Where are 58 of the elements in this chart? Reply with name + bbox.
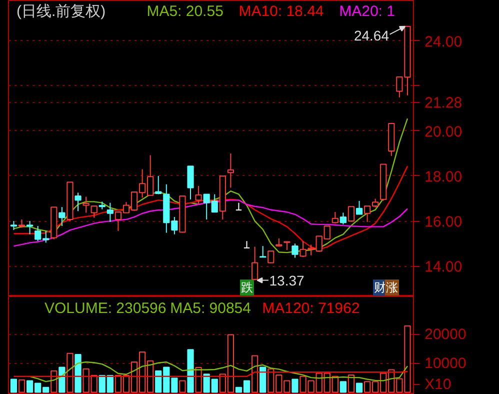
chart-title: (日线.前复权): [16, 3, 106, 20]
candlestick: [251, 246, 258, 281]
text: MA5: 90854: [170, 300, 251, 317]
candlestick: [58, 206, 66, 226]
candlestick: [356, 200, 363, 215]
candlestick: [227, 152, 234, 188]
line-series: [13, 165, 408, 250]
candlestick: [74, 192, 82, 212]
y-tick-label: 16.00: [424, 214, 462, 231]
candlestick: [195, 185, 202, 205]
candlestick: [348, 206, 355, 222]
bar: [10, 378, 18, 393]
bar: [348, 374, 355, 393]
y-tick-label: 21.28: [424, 94, 462, 112]
candlestick: [268, 250, 274, 264]
candlestick: [243, 240, 250, 248]
candlestick: [155, 175, 162, 195]
text: MA20: 1: [339, 3, 395, 20]
candlestick: [340, 212, 346, 225]
bar: [195, 366, 202, 393]
candlestick: [10, 220, 18, 231]
text: MA120: 71962: [262, 300, 360, 317]
bar: [251, 355, 258, 393]
candlestick: [106, 202, 114, 222]
bar: [340, 381, 346, 393]
bar: [58, 366, 66, 393]
annotation: 13.37: [269, 272, 305, 288]
bar: [356, 382, 363, 393]
annotation: 财: [374, 280, 386, 294]
candlestick: [260, 246, 266, 258]
annotation: 涨: [386, 280, 398, 294]
bar: [179, 380, 186, 393]
candlestick: [187, 166, 194, 200]
y-tick-label: 10000: [424, 354, 466, 372]
bar: [292, 378, 298, 393]
annotation: 24.64: [354, 27, 390, 44]
text: MA10: 18.44: [238, 3, 324, 20]
line-series: [29, 361, 408, 382]
bar: [260, 366, 266, 393]
bar: [187, 349, 194, 393]
candlestick: [26, 220, 34, 235]
y-tick-label: 24.00: [424, 33, 462, 50]
text: MA5: 20.55: [146, 3, 224, 20]
candlestick: [90, 205, 98, 218]
y-tick-label: 14.00: [424, 258, 462, 276]
candlestick: [292, 243, 298, 258]
candlestick: [332, 212, 338, 224]
annotation: VOLUME: 230596: [44, 300, 166, 317]
y-tick-label: 18.00: [424, 168, 462, 186]
annotation: 跌: [241, 280, 253, 294]
text: X10: [424, 376, 452, 394]
bar: [18, 379, 26, 393]
y-tick-label: 20.00: [424, 123, 462, 140]
bar: [66, 352, 74, 393]
candlestick: [235, 202, 242, 210]
y-tick-label: 20000: [424, 326, 466, 344]
candlestick: [82, 196, 90, 214]
bar: [74, 354, 82, 393]
